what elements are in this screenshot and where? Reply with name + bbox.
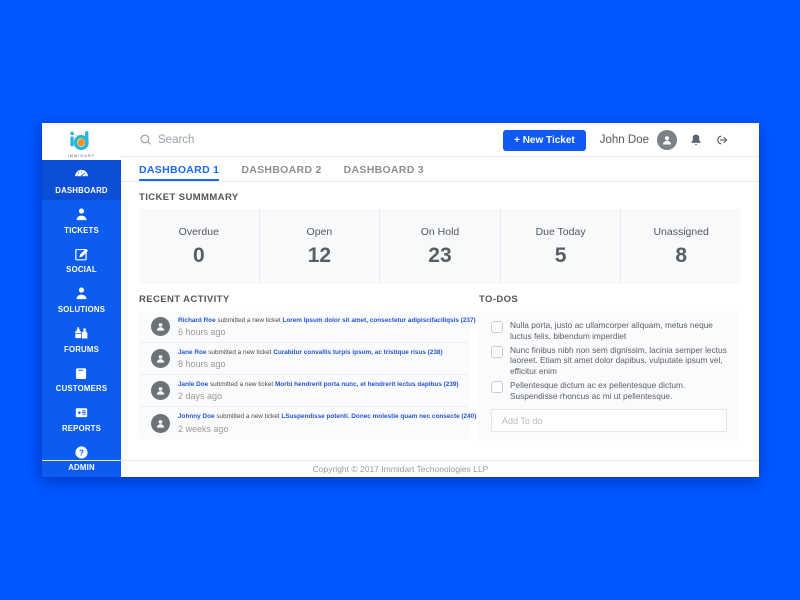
svg-text:?: ? (79, 448, 84, 457)
